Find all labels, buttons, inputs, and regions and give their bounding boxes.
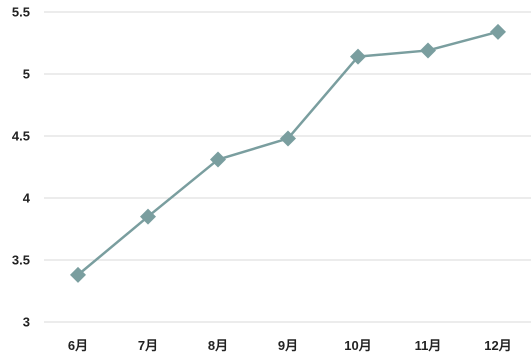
- y-tick-label: 5.5: [12, 5, 30, 20]
- y-axis-ticks: 3 3.5 4 4.5 5 5.5: [12, 5, 31, 330]
- series-line: [77, 30, 499, 276]
- x-tick-label: 12月: [484, 338, 511, 353]
- data-point-marker: [140, 208, 156, 225]
- x-tick-label: 11月: [415, 338, 442, 353]
- data-point-marker: [350, 48, 366, 65]
- x-tick-label: 7月: [138, 338, 158, 353]
- data-point-marker: [70, 266, 86, 283]
- data-point-marker: [210, 151, 226, 168]
- data-point-marker: [420, 42, 436, 59]
- y-tick-label: 3.5: [12, 253, 30, 268]
- data-point-marker: [280, 130, 296, 147]
- x-axis-ticks: 6月 7月 8月 9月 10月 11月 12月: [68, 338, 512, 353]
- series: [70, 23, 506, 283]
- y-tick-label: 4.5: [12, 129, 30, 144]
- x-tick-label: 10月: [344, 338, 371, 353]
- x-tick-label: 6月: [68, 338, 88, 353]
- y-tick-label: 3: [23, 315, 30, 330]
- data-point-marker: [490, 23, 506, 40]
- x-tick-label: 8月: [208, 338, 228, 353]
- x-tick-label: 9月: [278, 338, 298, 353]
- y-tick-label: 4: [23, 191, 31, 206]
- gridlines: [44, 11, 531, 323]
- y-tick-label: 5: [23, 67, 30, 82]
